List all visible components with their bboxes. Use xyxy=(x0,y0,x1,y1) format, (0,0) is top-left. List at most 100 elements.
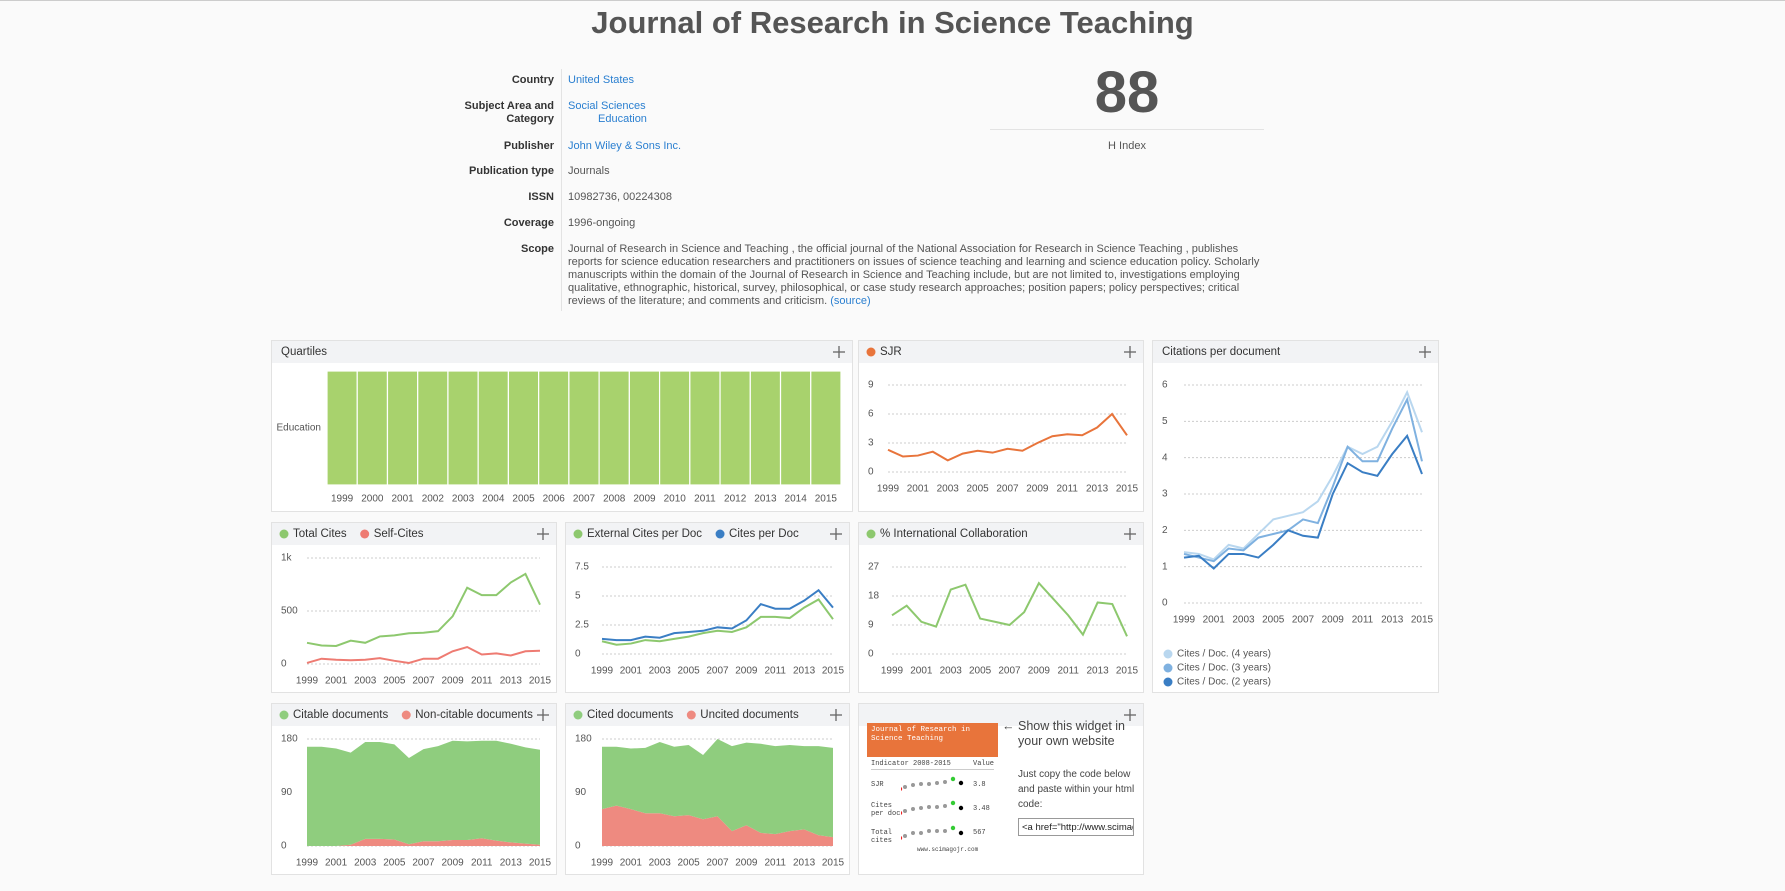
y-tick-label: 18 xyxy=(868,591,880,602)
widget-col: Indicator xyxy=(871,760,909,768)
quartile-cell xyxy=(689,370,721,486)
h-index-value: 88 xyxy=(1094,60,1160,125)
info-text[interactable]: John Wiley & Sons Inc. xyxy=(568,140,682,152)
x-tick-label: 2001 xyxy=(391,494,414,505)
x-tick-label: 2009 xyxy=(1322,615,1345,626)
x-tick-label: 2013 xyxy=(1086,484,1109,495)
legend-label: Cites / Doc. (2 years) xyxy=(1177,677,1271,688)
x-tick-label: 2003 xyxy=(1232,615,1255,626)
legend-swatch xyxy=(866,347,876,357)
x-tick-label: 2001 xyxy=(325,858,348,869)
x-tick-label: 2015 xyxy=(1116,666,1139,677)
y-tick-label: 5 xyxy=(575,591,581,602)
x-tick-label: 2015 xyxy=(1411,615,1434,626)
x-tick-label: 2005 xyxy=(383,676,406,687)
x-tick-label: 2015 xyxy=(822,666,845,677)
legend-label: External Cites per Doc xyxy=(587,528,702,540)
x-tick-label: 2001 xyxy=(1203,615,1226,626)
legend-label: Cites per Doc xyxy=(729,528,799,540)
x-tick-label: 2007 xyxy=(996,484,1019,495)
quartile-cell xyxy=(779,370,812,486)
legend-swatch xyxy=(715,529,725,539)
y-tick-label: 0 xyxy=(1162,598,1168,609)
x-tick-label: 2005 xyxy=(678,858,701,869)
x-tick-label: 2013 xyxy=(500,676,523,687)
widget-col: 2008-2015 xyxy=(913,760,951,768)
quartile-cell xyxy=(356,370,389,486)
y-tick-label: 90 xyxy=(281,787,293,798)
y-tick-label: 0 xyxy=(868,467,874,478)
widget-value: 567 xyxy=(973,829,986,837)
source-link[interactable]: (source) xyxy=(830,295,871,307)
h-index-label: H Index xyxy=(1108,140,1146,152)
info-text: 1996-ongoing xyxy=(568,217,636,229)
x-tick-label: 2009 xyxy=(442,676,465,687)
y-tick-label: 0 xyxy=(281,841,287,852)
panel-header xyxy=(859,341,1143,363)
x-tick-label: 2011 xyxy=(1056,484,1078,495)
y-tick-label: 1k xyxy=(281,553,293,564)
x-tick-label: 2001 xyxy=(910,666,933,677)
line xyxy=(1183,396,1423,563)
area xyxy=(307,740,540,846)
x-tick-label: 1999 xyxy=(1173,615,1196,626)
y-tick-label: 0 xyxy=(281,659,287,670)
quartile-cell xyxy=(810,370,842,486)
legend-swatch xyxy=(573,529,583,539)
x-tick-label: 1999 xyxy=(296,676,319,687)
info-text[interactable]: United States xyxy=(568,74,635,86)
legend-label: Uncited documents xyxy=(700,709,799,721)
x-tick-label: 2001 xyxy=(325,676,348,687)
legend-label: Cited documents xyxy=(587,709,674,721)
x-tick-label: 2012 xyxy=(724,494,747,505)
legend-swatch xyxy=(279,710,289,720)
x-tick-label: 2001 xyxy=(620,858,643,869)
x-tick-label: 2003 xyxy=(452,494,475,505)
legend-label: Self-Cites xyxy=(374,528,424,540)
y-tick-label: 5 xyxy=(1162,416,1168,427)
x-tick-label: 2002 xyxy=(422,494,445,505)
widget-col: Value xyxy=(973,760,995,768)
y-tick-label: 0 xyxy=(575,649,581,660)
info-text[interactable]: Social Sciences xyxy=(568,100,646,112)
y-tick-label: 9 xyxy=(868,380,874,391)
legend-label: Total Cites xyxy=(293,528,347,540)
x-tick-label: 2005 xyxy=(969,666,992,677)
x-tick-label: 2007 xyxy=(998,666,1021,677)
info-label: Scope xyxy=(520,243,554,255)
panel-header xyxy=(272,704,556,726)
x-tick-label: 2011 xyxy=(694,494,716,505)
line xyxy=(306,572,541,647)
widget-heading: Show this widget in your own website xyxy=(1018,719,1126,748)
info-value: Journal of Research in Science and Teach… xyxy=(568,243,1264,308)
x-tick-label: 2009 xyxy=(735,858,758,869)
legend-swatch xyxy=(401,710,411,720)
quartile-cell xyxy=(417,370,449,486)
panel xyxy=(858,340,1144,512)
widget-rule xyxy=(871,769,994,770)
widget-sparklines xyxy=(901,776,964,840)
info-label: Country xyxy=(511,74,554,86)
info-text[interactable]: Education xyxy=(598,113,647,125)
panel-header xyxy=(859,704,1143,726)
x-tick-label: 2013 xyxy=(500,858,523,869)
y-tick-label: 0 xyxy=(575,841,581,852)
y-tick-label: 6 xyxy=(868,409,874,420)
divider xyxy=(561,69,562,311)
widget-code[interactable]: <a href="http://www.scimagoj xyxy=(1018,818,1134,836)
quartile-cell xyxy=(477,370,510,486)
widget-title: Journal of Research in Science Teaching xyxy=(867,723,998,757)
widget-image[interactable]: Journal of Research in Science Teaching … xyxy=(867,723,998,855)
legend-label: SJR xyxy=(880,346,902,358)
y-tick-label: 27 xyxy=(868,562,880,573)
x-tick-label: 1999 xyxy=(331,494,354,505)
line xyxy=(1183,389,1423,561)
info-value: 1996-ongoing xyxy=(568,217,1264,230)
widget-row: Total cites xyxy=(871,829,893,845)
x-tick-label: 2008 xyxy=(603,494,626,505)
legend-label: Cites / Doc. (3 years) xyxy=(1177,663,1271,674)
x-tick-label: 2015 xyxy=(822,858,845,869)
info-label: Publisher xyxy=(503,140,554,152)
widget-row: Cites per doc xyxy=(871,802,901,818)
